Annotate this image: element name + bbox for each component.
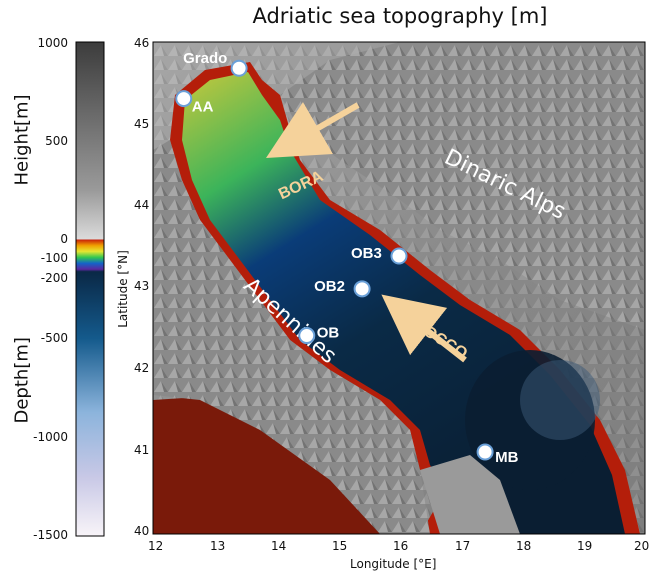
dinaric-coast xyxy=(280,42,645,330)
xtick-13: 13 xyxy=(210,539,226,553)
apulia xyxy=(420,455,520,534)
ytick-40: 40 xyxy=(134,524,150,538)
station-label-mb: MB xyxy=(495,449,518,466)
station-label-grado: Grado xyxy=(183,50,227,67)
station-label-ob3: OB3 xyxy=(351,245,382,262)
station-marker-ob3 xyxy=(390,247,408,265)
cb-tick-0: 0 xyxy=(60,232,68,246)
stations-layer: Grado AA OB3 OB2 OB MB xyxy=(175,50,519,466)
cb-tick-500: 500 xyxy=(45,134,68,148)
italian-peninsula xyxy=(153,140,430,534)
station-label-aa: AA xyxy=(192,99,214,116)
map-frame xyxy=(152,41,646,535)
x-axis-title: Longitude [°E] xyxy=(350,557,437,571)
colorbar xyxy=(75,41,105,537)
cb-tick-minus1000: -1000 xyxy=(33,430,68,444)
ytick-46: 46 xyxy=(134,36,150,50)
xtick-20: 20 xyxy=(634,539,650,553)
ytick-45: 45 xyxy=(134,117,150,131)
station-marker-ob2 xyxy=(353,280,371,298)
station-marker-aa xyxy=(175,90,193,108)
xtick-16: 16 xyxy=(393,539,409,553)
xtick-17: 17 xyxy=(455,539,471,553)
cb-tick-minus500: -500 xyxy=(40,331,68,345)
bora-arrow xyxy=(266,102,360,158)
xtick-14: 14 xyxy=(271,539,287,553)
cb-tick-minus100: -100 xyxy=(40,251,68,265)
ytick-42: 42 xyxy=(134,361,150,375)
station-marker-mb xyxy=(476,443,494,461)
cb-tick-minus1500: -1500 xyxy=(33,528,68,542)
station-marker-ob xyxy=(298,327,316,345)
ytick-43: 43 xyxy=(134,279,150,293)
xtick-15: 15 xyxy=(332,539,348,553)
station-marker-grado xyxy=(230,59,248,77)
xtick-18: 18 xyxy=(516,539,532,553)
cb-tick-1000: 1000 xyxy=(37,36,68,50)
xtick-12: 12 xyxy=(148,539,164,553)
scirocco-arrow xyxy=(381,294,467,363)
xtick-19: 19 xyxy=(577,539,593,553)
cb-tick-minus200: -200 xyxy=(40,271,68,285)
station-label-ob: OB xyxy=(317,325,340,342)
ytick-44: 44 xyxy=(134,198,150,212)
ytick-41: 41 xyxy=(134,443,150,457)
chart-title: Adriatic sea topography [m] xyxy=(252,4,548,28)
station-label-ob2: OB2 xyxy=(314,278,345,295)
